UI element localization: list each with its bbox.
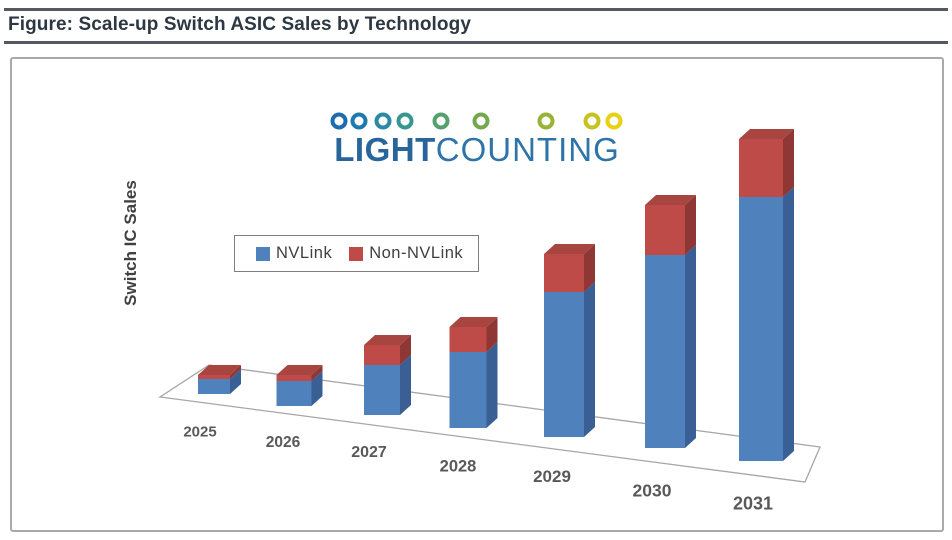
logo-bead-1	[330, 112, 348, 130]
bar-2028-non-nvlink-side	[486, 317, 498, 352]
bar-2030-non-nvlink-top	[645, 195, 696, 205]
category-label-2025: 2025	[183, 423, 217, 441]
category-label-2028: 2028	[439, 457, 477, 476]
bar-2025-non-nvlink-top	[198, 365, 241, 375]
chart-frame: LIGHTCOUNTING Switch IC Sales NVLink Non…	[10, 57, 944, 532]
logo-wordmark: LIGHTCOUNTING	[334, 131, 619, 169]
bar-2025-nvlink-front	[198, 379, 230, 394]
bar-2025-nvlink-side	[230, 369, 241, 394]
logo-bead-3	[374, 112, 392, 130]
logo-word-light: LIGHT	[334, 131, 436, 168]
logo-word-counting: COUNTING	[435, 131, 620, 168]
bar-2026-nvlink-front	[276, 381, 312, 406]
category-label-2029: 2029	[533, 467, 571, 486]
bar-2031-non-nvlink-side	[783, 129, 794, 197]
category-label-2030: 2030	[632, 480, 672, 501]
bar-2031-non-nvlink-front	[739, 139, 783, 197]
bar-2028-nvlink-front	[449, 352, 487, 428]
bar-2028-nvlink-side	[486, 342, 498, 428]
bar-2031-nvlink-front	[739, 197, 783, 461]
logo-bead-4	[396, 112, 414, 130]
legend-item-nvlink: NVLink	[256, 244, 332, 263]
bar-2029-nvlink-front	[544, 292, 584, 437]
bar-2030-non-nvlink-front	[645, 205, 685, 255]
bar-2025-non-nvlink-front	[198, 375, 230, 379]
logo-bead-8	[583, 112, 601, 130]
legend-swatch-non-nvlink-icon	[349, 246, 364, 261]
legend-label-non-nvlink: Non-NVLink	[369, 244, 464, 262]
logo-bead-5	[432, 112, 450, 130]
bar-2030-non-nvlink-side	[685, 195, 696, 255]
bar-2029-non-nvlink-front	[544, 254, 584, 292]
logo-bead-7	[537, 112, 555, 130]
bar-2031-non-nvlink-top	[739, 129, 794, 139]
bar-2030-nvlink-side	[685, 245, 696, 448]
bar-2030-nvlink-front	[645, 255, 685, 448]
logo-bead-chain-icon	[323, 112, 629, 130]
legend-item-non-nvlink: Non-NVLink	[349, 244, 463, 263]
bar-2029-nvlink-side	[584, 282, 595, 437]
bar-2028-non-nvlink-top	[449, 317, 498, 327]
logo-bead-9	[605, 112, 623, 130]
category-label-2026: 2026	[265, 434, 301, 451]
caption-top-rule	[4, 8, 948, 11]
bar-2029-non-nvlink-top	[544, 244, 595, 254]
bar-2026-non-nvlink-top	[276, 365, 323, 375]
bar-2026-non-nvlink-side	[311, 365, 323, 381]
bar-2025-non-nvlink-side	[230, 365, 241, 379]
bar-2029-non-nvlink-side	[584, 244, 595, 292]
logo-bead-2	[350, 112, 368, 130]
legend: NVLink Non-NVLink	[234, 235, 479, 272]
bar-2027-non-nvlink-front	[364, 345, 400, 365]
bar-2027-nvlink-front	[364, 365, 400, 415]
figure-title: Figure: Scale-up Switch ASIC Sales by Te…	[8, 14, 471, 35]
bar-2028-non-nvlink-front	[449, 327, 487, 352]
logo-bead-6	[472, 112, 490, 130]
legend-label-nvlink: NVLink	[276, 244, 333, 262]
bar-2031-nvlink-side	[783, 187, 794, 461]
bar-2026-nvlink-side	[311, 371, 323, 406]
plot-area	[158, 129, 821, 483]
category-label-2031: 2031	[732, 493, 774, 514]
caption-bottom-rule	[4, 41, 948, 44]
bar-2027-nvlink-side	[400, 355, 411, 415]
bar-2026-non-nvlink-front	[276, 375, 312, 381]
legend-swatch-nvlink-icon	[256, 246, 270, 261]
category-label-2027: 2027	[351, 444, 387, 461]
bar-2027-non-nvlink-top	[364, 335, 411, 345]
